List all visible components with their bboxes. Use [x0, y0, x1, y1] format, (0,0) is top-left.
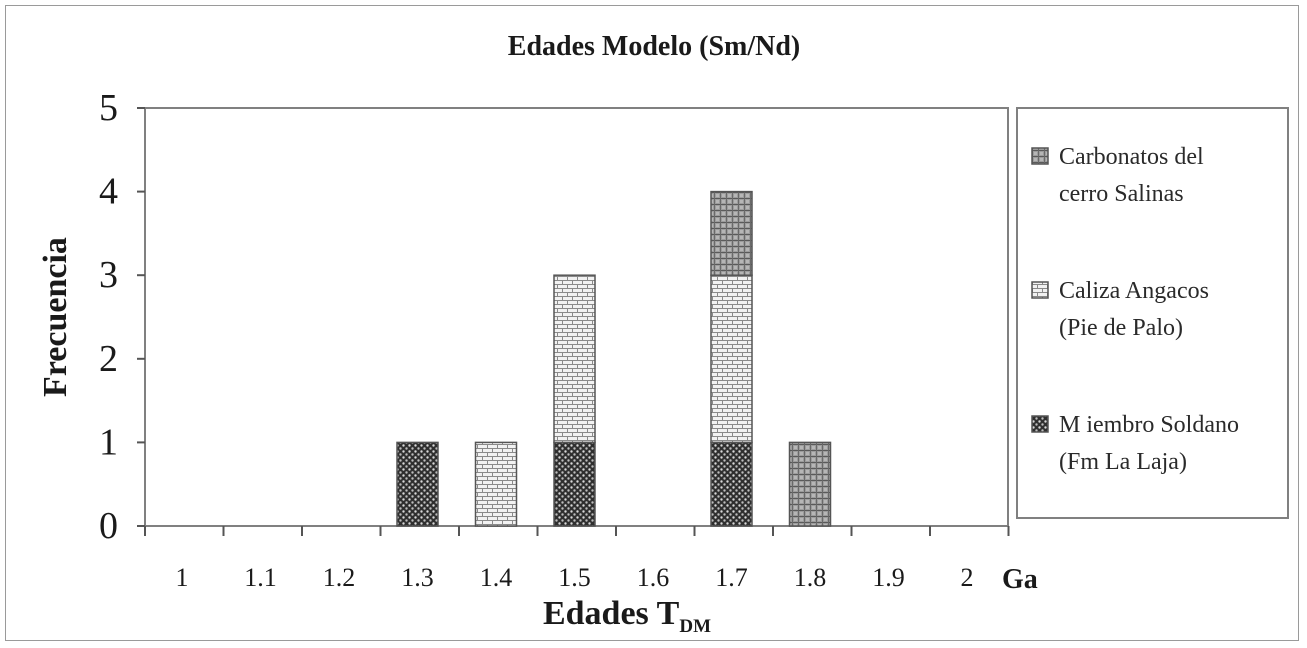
y-tick-label: 3 [99, 254, 118, 296]
legend-swatch-grid [1031, 147, 1049, 165]
y-axis: 0 1 2 3 4 5 [99, 87, 145, 547]
bar-segment-brick [553, 274, 596, 444]
bar-segment-dots [710, 441, 753, 527]
x-tick-label: 1.9 [872, 563, 905, 592]
x-axis-unit: Ga [1002, 564, 1038, 595]
x-tick-label: 1.3 [401, 563, 434, 592]
legend-swatch-brick [1031, 281, 1049, 299]
x-axis-label-main: Edades T [543, 595, 680, 632]
bar-segment-brick [474, 441, 518, 527]
y-tick-label: 0 [99, 505, 118, 547]
x-tick-label: 1.4 [480, 563, 513, 592]
y-axis-label: Frecuencia [37, 237, 74, 397]
y-tick-label: 1 [99, 421, 118, 463]
legend-label: cerro Salinas [1059, 181, 1184, 207]
x-tick-label: 1.7 [715, 563, 748, 592]
legend-label: Caliza Angacos [1059, 278, 1209, 304]
legend-box [1016, 107, 1289, 519]
legend-swatch-dots [1031, 415, 1049, 433]
bar-segment-dots [553, 441, 596, 527]
legend-label: (Pie de Palo) [1059, 315, 1183, 341]
x-axis: 1 1.1 1.2 1.3 1.4 1.5 1.6 1.7 1.8 1.9 2 [144, 526, 1010, 592]
x-tick-label: 1.6 [637, 563, 670, 592]
bar-segment-grid [788, 441, 832, 527]
x-tick-label: 1.1 [244, 563, 277, 592]
bar-segment-dots [396, 441, 439, 527]
chart-title: Edades Modelo (Sm/Nd) [508, 31, 800, 62]
x-tick-label: 1.8 [794, 563, 827, 592]
bar-segment-grid [710, 190, 753, 276]
y-tick-label: 5 [99, 87, 118, 129]
x-axis-label-subscript: DM [679, 616, 711, 637]
bars-group [396, 190, 832, 527]
x-tick-label: 1.2 [323, 563, 356, 592]
bar-segment-brick [710, 274, 753, 444]
y-tick-label: 2 [99, 338, 118, 380]
legend-label: (Fm La Laja) [1059, 449, 1187, 475]
x-tick-label: 1 [176, 563, 189, 592]
y-tick-label: 4 [99, 171, 118, 213]
legend-label: M iembro Soldano [1059, 412, 1239, 438]
legend-label: Carbonatos del [1059, 144, 1204, 170]
x-axis-label: Edades TDM [543, 595, 711, 637]
x-tick-label: 2 [961, 563, 974, 592]
x-tick-label: 1.5 [558, 563, 591, 592]
legend: Carbonatos del cerro Salinas Caliza Angaco… [1031, 144, 1239, 475]
